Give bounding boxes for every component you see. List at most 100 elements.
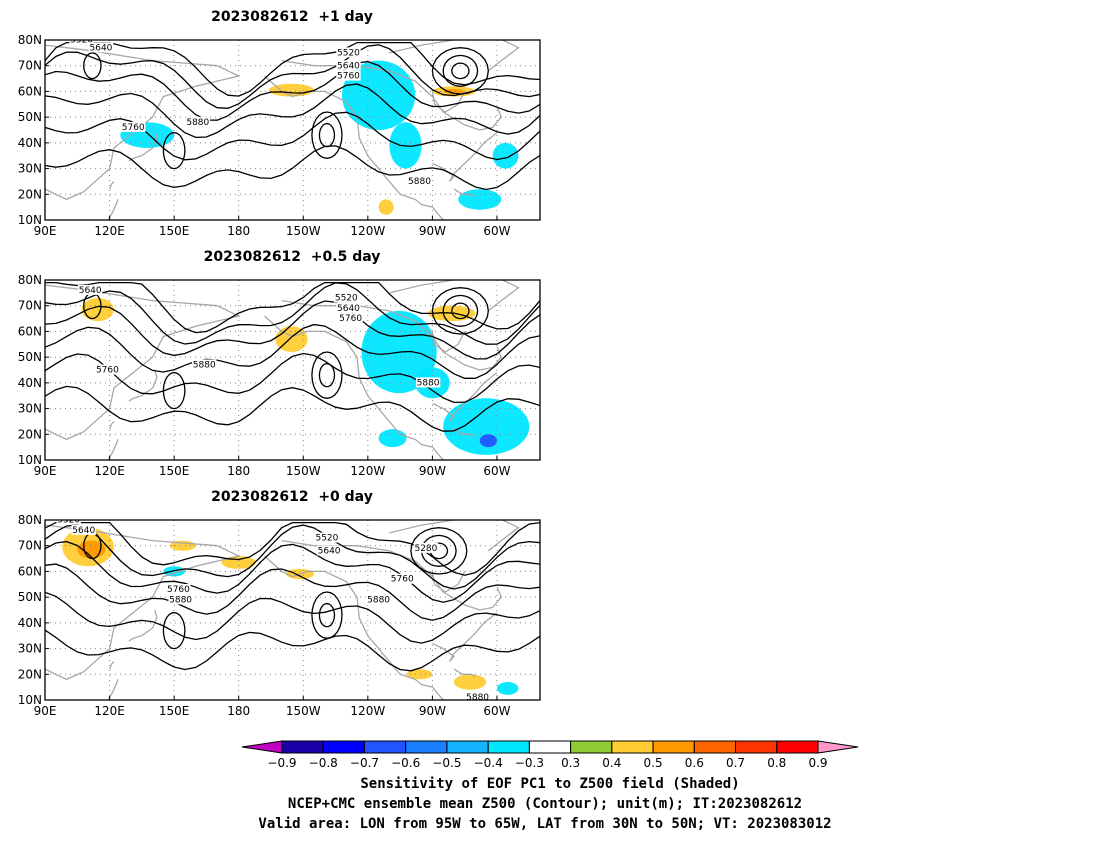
colorbar-swatch bbox=[405, 740, 448, 754]
x-tick-label: 150W bbox=[286, 704, 321, 718]
y-tick-label: 50N bbox=[18, 350, 42, 364]
contour-line bbox=[45, 111, 540, 161]
y-tick-label: 70N bbox=[18, 299, 42, 313]
colorbar-swatch bbox=[528, 740, 572, 754]
contour-line bbox=[431, 47, 489, 95]
coastline bbox=[128, 369, 158, 402]
contour-label-bg bbox=[166, 584, 191, 594]
y-tick-label: 10N bbox=[18, 453, 42, 467]
contour-line bbox=[45, 44, 540, 109]
x-tick-label: 120W bbox=[350, 704, 385, 718]
contour-line bbox=[431, 287, 489, 335]
contour-line bbox=[410, 527, 468, 575]
colorbar-label: 0.7 bbox=[726, 756, 745, 770]
x-tick-label: 180 bbox=[227, 464, 250, 478]
contour-line bbox=[45, 540, 540, 603]
x-tick-label: 120W bbox=[350, 464, 385, 478]
coastline bbox=[432, 372, 498, 422]
shaded-region bbox=[479, 434, 497, 448]
x-tick-label: 90W bbox=[419, 704, 446, 718]
contour-label: 5880 bbox=[417, 378, 440, 388]
y-tick-label: 80N bbox=[18, 33, 42, 47]
contour-label-bg bbox=[95, 364, 120, 375]
x-tick-label: 150W bbox=[286, 464, 321, 478]
contour-label-bg bbox=[336, 60, 361, 71]
contour-label-bg bbox=[314, 532, 340, 543]
contour-line bbox=[45, 300, 540, 360]
contour-label-bg bbox=[69, 40, 94, 45]
colorbar-label: −0.4 bbox=[474, 756, 503, 770]
contour-label: 5520 bbox=[70, 36, 93, 46]
contour-label: 5640 bbox=[72, 526, 95, 536]
coastline bbox=[389, 40, 520, 72]
colorbar-label: −0.7 bbox=[350, 756, 379, 770]
colorbar-swatch bbox=[322, 740, 365, 754]
contour-label-bg bbox=[390, 573, 415, 584]
panel-title: 2023082612 +1 day bbox=[211, 9, 373, 25]
colorbar-label: −0.6 bbox=[391, 756, 420, 770]
coastline bbox=[45, 284, 241, 441]
x-tick-label: 150E bbox=[159, 224, 190, 238]
contour-label-bg bbox=[407, 176, 432, 186]
contour-line bbox=[45, 41, 540, 97]
coastline bbox=[108, 420, 115, 430]
footer-line-3: Valid area: LON from 95W to 65W, LAT fro… bbox=[258, 816, 832, 832]
contour-label-bg bbox=[413, 542, 439, 553]
contour-label: 5760 bbox=[122, 123, 145, 133]
contour-label-bg bbox=[192, 359, 217, 370]
x-tick-label: 180 bbox=[227, 224, 250, 238]
map-frame bbox=[44, 39, 541, 221]
colorbar-swatch bbox=[363, 740, 407, 754]
y-tick-label: 60N bbox=[18, 324, 42, 338]
colorbar-swatch bbox=[570, 740, 613, 754]
contour-label: 5640 bbox=[337, 61, 360, 71]
contour-label-bg bbox=[336, 70, 361, 81]
contour-label: 5880 bbox=[466, 693, 489, 703]
contour-line bbox=[83, 532, 102, 560]
contour-label: 5640 bbox=[318, 546, 341, 556]
contour-line bbox=[311, 351, 343, 399]
colorbar-label: −0.9 bbox=[267, 756, 296, 770]
colorbar-label: 0.3 bbox=[561, 756, 580, 770]
colorbar-right-arrow bbox=[817, 740, 859, 754]
colorbar-label: 0.8 bbox=[767, 756, 786, 770]
y-tick-label: 20N bbox=[18, 187, 42, 201]
contour-line bbox=[45, 591, 540, 644]
panel-title: 2023082612 +0 day bbox=[211, 489, 373, 505]
contour-label-bg bbox=[121, 122, 146, 132]
contour-line bbox=[45, 60, 540, 121]
coastline bbox=[431, 331, 466, 353]
map-frame bbox=[44, 279, 541, 461]
contour-label-bg bbox=[415, 377, 441, 388]
colorbar-label: 0.6 bbox=[685, 756, 704, 770]
contour-label: 5760 bbox=[96, 366, 119, 376]
contour-line bbox=[45, 145, 540, 191]
contour-line bbox=[45, 563, 540, 621]
x-tick-label: 60W bbox=[483, 224, 510, 238]
x-tick-label: 60W bbox=[483, 464, 510, 478]
shaded-region bbox=[458, 189, 502, 210]
contour-label-bg bbox=[185, 116, 211, 127]
coastline bbox=[108, 660, 115, 670]
colorbar: −0.9 −0.8 −0.7 −0.6 −0.5 −0.4 −0.3 0.3 0.4 0.5 0.6… bbox=[241, 740, 859, 770]
x-tick-label: 120E bbox=[94, 224, 125, 238]
contour-label: 5520 bbox=[335, 294, 358, 304]
contour-label: 5760 bbox=[337, 72, 360, 82]
contour-line bbox=[162, 371, 186, 410]
y-tick-label: 10N bbox=[18, 693, 42, 707]
contour-line bbox=[45, 323, 540, 379]
y-tick-label: 40N bbox=[18, 616, 42, 630]
contour-label: 5520 bbox=[57, 516, 80, 526]
contour-line bbox=[311, 111, 343, 159]
contour-label-bg bbox=[334, 292, 359, 303]
coastline bbox=[453, 188, 476, 198]
coastline bbox=[389, 280, 520, 312]
panel-title: 2023082612 +0.5 day bbox=[204, 249, 381, 265]
contour-label: 5520 bbox=[337, 48, 360, 58]
y-tick-label: 40N bbox=[18, 136, 42, 150]
x-tick-label: 90W bbox=[419, 464, 446, 478]
contour-line bbox=[45, 521, 540, 576]
